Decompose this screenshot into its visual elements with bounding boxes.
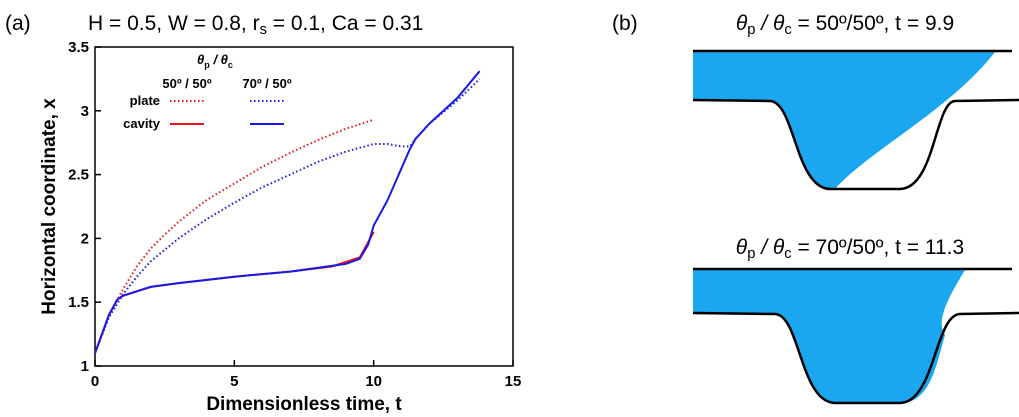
cavity-wall bbox=[692, 311, 1019, 405]
y-tick-label: 3.5 bbox=[68, 39, 89, 56]
x-axis-label: Dimensionless time, t bbox=[206, 394, 402, 415]
legend-header-part: p bbox=[204, 60, 210, 70]
cavity-wall bbox=[692, 98, 1019, 191]
y-tick-label: 2.5 bbox=[68, 167, 89, 184]
y-tick-label: 1 bbox=[81, 358, 89, 375]
plot-frame bbox=[94, 46, 514, 367]
legend: θp / θc 50º / 50º 70º / 50º plate cavity bbox=[123, 52, 292, 131]
data-line bbox=[94, 70, 481, 354]
legend-header-part: / θ bbox=[210, 52, 228, 67]
legend-header: θp / θc bbox=[197, 52, 233, 70]
y-tick-label: 1.5 bbox=[68, 294, 89, 311]
chart-title: H = 0.5, W = 0.8, rs = 0.1, Ca = 0.31 bbox=[88, 12, 423, 38]
liquid bbox=[693, 270, 965, 403]
diagram-title: θp / θc = 70º/50º, t = 11.3 bbox=[736, 236, 964, 262]
title-part: c bbox=[784, 246, 791, 262]
data-line bbox=[94, 78, 481, 354]
legend-column: 50º / 50º bbox=[162, 76, 212, 91]
legend-column: 70º / 50º bbox=[242, 76, 292, 91]
title-part: = 70º/50º, t = 11.3 bbox=[792, 236, 965, 259]
title-part: s bbox=[260, 22, 267, 38]
panel-b: (b) θp / θc = 50º/50º, t = 9.9 θp / θc =… bbox=[612, 12, 1019, 405]
title-part: p bbox=[747, 246, 755, 262]
title-part: θ bbox=[736, 12, 748, 35]
y-axis-label: Horizontal coordinate, x bbox=[39, 98, 60, 315]
y-tick-label: 2 bbox=[81, 230, 89, 247]
title-part: H = 0.5, W = 0.8, r bbox=[88, 12, 260, 35]
x-tick-label: 10 bbox=[365, 373, 382, 390]
liquid bbox=[693, 52, 995, 189]
legend-row: plate bbox=[130, 93, 160, 108]
panel-label: (b) bbox=[612, 12, 638, 35]
x-tick-label: 15 bbox=[505, 373, 522, 390]
x-tick-label: 5 bbox=[230, 373, 238, 390]
diagram-title: θp / θc = 50º/50º, t = 9.9 bbox=[736, 12, 954, 38]
data-line bbox=[94, 118, 375, 354]
chart: (a) H = 0.5, W = 0.8, rs = 0.1, Ca = 0.31… bbox=[5, 12, 521, 415]
legend-header-part: c bbox=[228, 60, 233, 70]
title-part: = 0.1, Ca = 0.31 bbox=[267, 12, 423, 35]
data-line bbox=[94, 231, 375, 354]
title-part: / θ bbox=[755, 12, 785, 35]
title-part: θ bbox=[736, 236, 748, 259]
y-tick-label: 3 bbox=[81, 103, 89, 120]
title-part: p bbox=[747, 22, 755, 38]
panel-label: (a) bbox=[5, 12, 31, 35]
title-part: / θ bbox=[755, 236, 785, 259]
legend-row: cavity bbox=[123, 116, 161, 131]
legend-header-part: θ bbox=[197, 52, 204, 67]
title-part: c bbox=[784, 22, 791, 38]
title-part: = 50º/50º, t = 9.9 bbox=[792, 12, 954, 35]
x-tick-label: 0 bbox=[91, 373, 99, 390]
